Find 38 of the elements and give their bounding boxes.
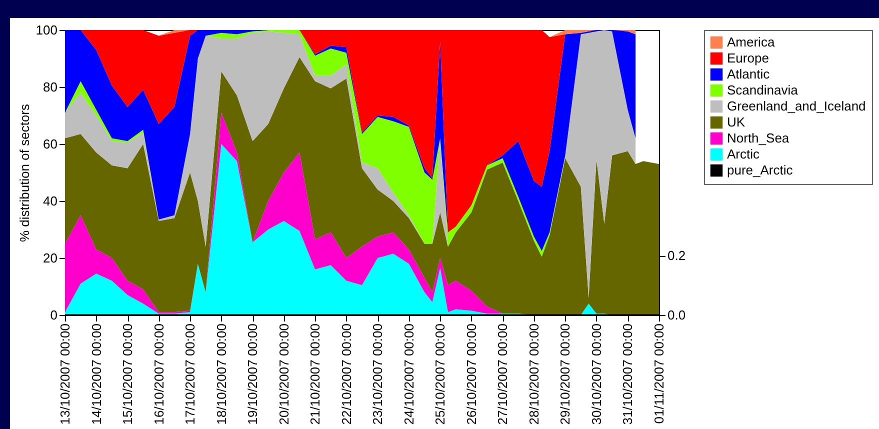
legend-label: pure_Arctic [727,162,794,178]
y-tick-label: 0 [50,308,58,322]
y2-tick-label: 0.2 [668,248,686,264]
y-tick-label: 20 [43,250,58,266]
x-tick-label: 01/11/2007 00:00 [652,324,666,424]
x-tick-label: 27/10/2007 00:00 [495,324,510,425]
legend-label: Atlantic [727,66,770,82]
x-tick-label: 31/10/2007 00:00 [620,324,636,425]
legend-label: Arctic [727,146,760,162]
y-axis-title: % distribution of sectors [16,104,32,242]
x-tick-label: 15/10/2007 00:00 [120,324,136,425]
x-tick-label: 28/10/2007 00:00 [526,324,542,425]
x-tick-label: 29/10/2007 00:00 [558,324,573,425]
x-tick-label: 17/10/2007 00:00 [182,324,198,425]
y-tick-label: 40 [43,194,58,208]
y2-tick-label: 0.0 [668,308,686,322]
x-tick-label: 25/10/2007 00:00 [432,324,448,425]
x-tick-label: 13/10/2007 00:00 [58,324,72,425]
legend-label: Greenland_and_Iceland [727,98,866,114]
x-tick-label: 22/10/2007 00:00 [338,324,354,425]
legend-label: Europe [727,50,769,66]
legend-label: North_Sea [727,130,790,146]
x-tick-label: 23/10/2007 00:00 [370,324,386,425]
x-tick-label: 30/10/2007 00:00 [588,324,604,425]
x-tick-label: 16/10/2007 00:00 [151,324,166,425]
x-tick-label: 20/10/2007 00:00 [276,324,292,425]
legend-label: UK [727,114,746,130]
legend-label: America [727,34,776,50]
x-tick-label: 21/10/2007 00:00 [308,324,323,425]
y-tick-label: 80 [43,80,58,94]
x-tick-label: 14/10/2007 00:00 [88,324,104,425]
x-tick-label: 24/10/2007 00:00 [401,324,416,425]
x-tick-label: 26/10/2007 00:00 [464,324,479,425]
x-tick-label: 19/10/2007 00:00 [245,324,260,425]
legend-label: Scandinavia [727,82,799,98]
y-tick-label: 100 [36,22,58,38]
y-tick-label: 60 [43,136,58,152]
x-tick-label: 18/10/2007 00:00 [214,324,229,425]
